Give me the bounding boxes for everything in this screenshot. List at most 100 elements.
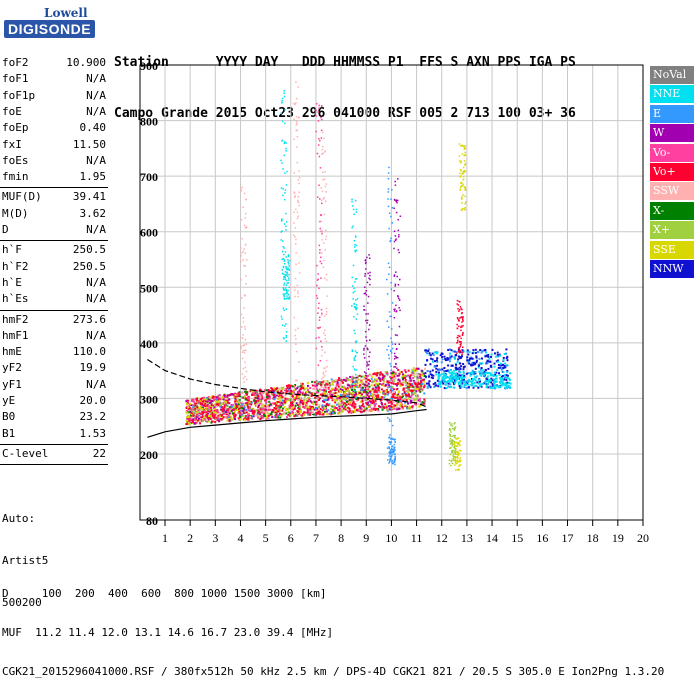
echo-point [320,386,323,389]
echo-point [205,419,208,421]
echo-point [324,351,326,354]
echo-point [454,422,456,424]
echo-point [354,246,356,248]
echo-point [202,406,204,409]
echo-point [458,385,461,387]
y-tick-label: 300 [140,392,158,406]
echo-point [453,440,455,443]
echo-point [319,167,322,169]
echo-point [417,388,420,391]
echo-point [272,402,275,405]
echo-point [189,407,191,409]
echo-point [293,118,295,121]
echo-point [278,394,281,397]
echo-point [288,387,291,390]
echo-point [367,392,370,395]
echo-point [391,302,394,304]
echo-point [266,410,269,413]
echo-point [211,414,213,417]
echo-point [365,398,368,401]
echo-point [461,380,464,383]
echo-point [324,410,326,413]
echo-point [295,121,298,123]
echo-point [507,386,510,389]
echo-point [399,399,402,402]
echo-point [374,399,377,402]
echo-point [406,382,409,384]
echo-point [246,403,249,406]
echo-point [357,378,360,381]
echo-point [417,399,420,402]
echo-point [285,407,288,410]
echo-point [248,409,251,412]
echo-point [390,455,392,458]
echo-point [388,455,390,457]
echo-point [231,407,233,410]
echo-point [355,380,358,382]
echo-point [315,384,318,387]
echo-point [365,407,368,410]
echo-point [366,381,368,384]
echo-point [297,215,299,217]
echo-point [359,389,362,392]
echo-point [320,308,323,311]
echo-point [413,380,416,383]
echo-point [239,418,242,421]
echo-point [285,409,287,412]
echo-point [245,370,248,373]
echo-point [363,391,366,394]
echo-point [283,294,285,297]
echo-point [213,409,216,412]
echo-point [197,411,200,413]
param-name: MUF(D) [2,190,42,204]
echo-point [266,390,269,393]
echo-point [297,179,300,181]
echo-point [392,394,395,397]
echo-point [235,405,238,408]
echo-point [318,404,321,407]
echo-point [449,447,451,449]
echo-point [472,378,474,380]
echo-point [366,409,369,412]
echo-point [324,338,326,340]
echo-point [460,182,463,185]
echo-point [428,384,431,387]
echo-point [236,404,239,407]
echo-point [390,450,392,452]
echo-point [458,347,460,349]
echo-point [392,400,395,403]
echo-point [316,397,319,400]
echo-point [248,403,251,405]
echo-point [365,378,367,380]
echo-point [396,201,398,204]
echo-point [398,297,400,300]
echo-point [212,416,215,419]
echo-point [422,402,425,405]
echo-point [347,379,350,382]
echo-point [277,398,280,400]
echo-point [187,406,189,409]
echo-point [244,390,246,393]
echo-point [310,407,313,409]
param-fmin: fmin 1.95 [2,170,106,186]
echo-point [487,355,490,358]
echo-point [375,380,378,383]
echo-point [321,202,323,205]
echo-point [389,240,391,243]
echo-point [461,349,464,352]
echo-point [462,166,465,169]
echo-point [348,390,351,393]
echo-point [226,404,229,407]
echo-point [401,373,404,376]
echo-point [319,139,321,142]
echo-point [317,405,320,408]
echo-point [457,319,460,321]
echo-point [440,373,443,376]
echo-point [319,260,321,263]
echo-point [292,405,295,408]
echo-point [226,419,229,422]
echo-point [369,257,371,259]
echo-point [188,405,191,408]
echo-point [488,357,491,360]
echo-point [259,396,262,399]
